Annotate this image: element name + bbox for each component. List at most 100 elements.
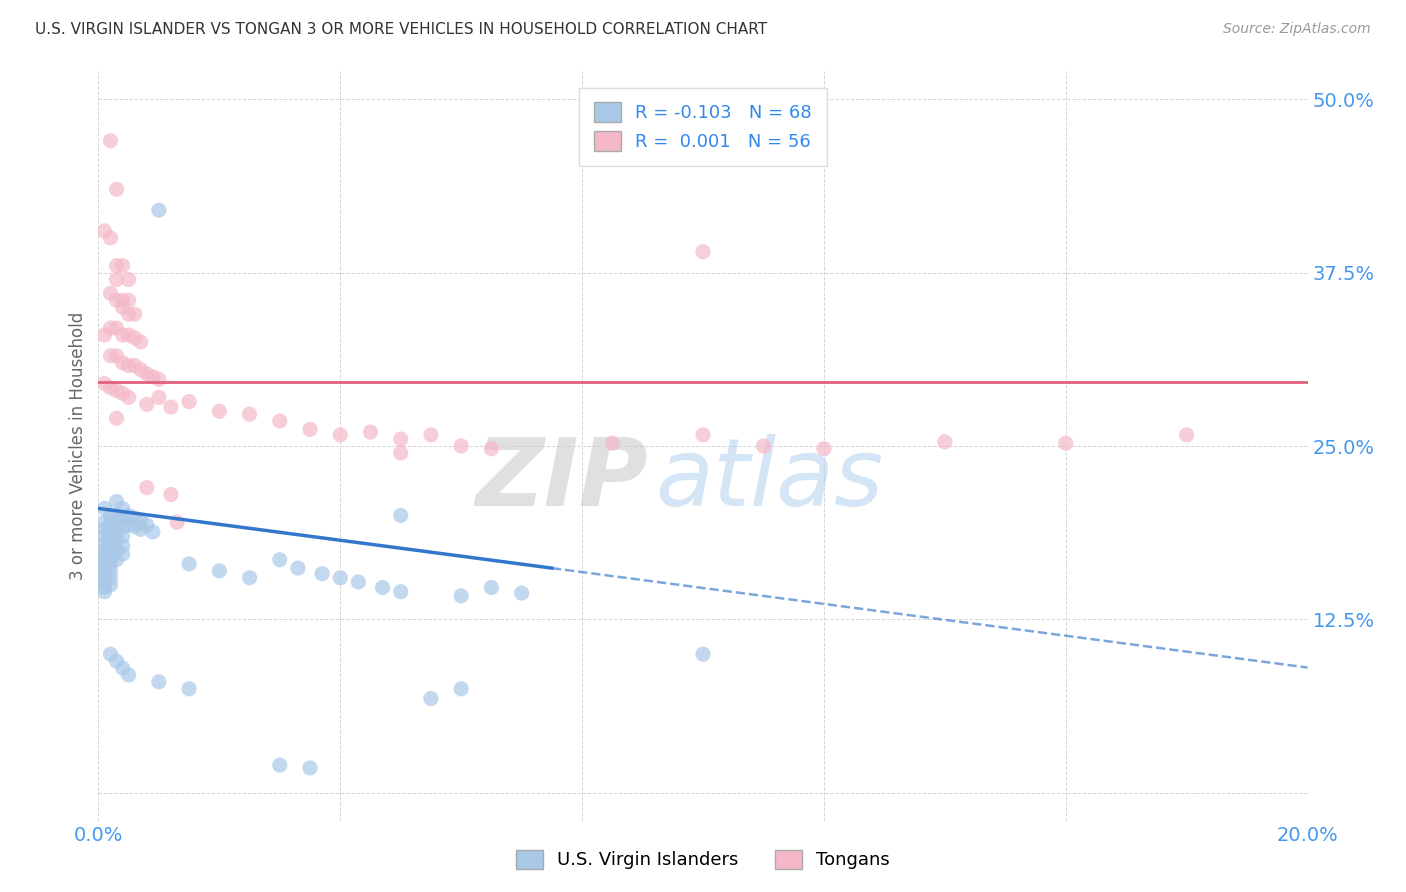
Legend: R = -0.103   N = 68, R =  0.001   N = 56: R = -0.103 N = 68, R = 0.001 N = 56 — [579, 88, 827, 166]
Point — [93, 574, 115, 589]
Point — [93, 584, 115, 599]
Point — [124, 307, 146, 321]
Point — [160, 400, 183, 414]
Point — [347, 574, 370, 589]
Point — [93, 566, 115, 581]
Point — [100, 571, 122, 585]
Point — [93, 553, 115, 567]
Point — [93, 328, 115, 343]
Point — [371, 581, 394, 595]
Point — [299, 761, 322, 775]
Point — [105, 293, 128, 308]
Point — [100, 349, 122, 363]
Point — [105, 182, 128, 196]
Point — [129, 514, 152, 528]
Point — [124, 331, 146, 345]
Text: Source: ZipAtlas.com: Source: ZipAtlas.com — [1223, 22, 1371, 37]
Point — [692, 428, 714, 442]
Point — [450, 439, 472, 453]
Point — [118, 391, 141, 405]
Point — [389, 446, 412, 460]
Point — [481, 581, 503, 595]
Point — [111, 501, 134, 516]
Point — [148, 372, 170, 386]
Point — [111, 328, 134, 343]
Point — [179, 681, 201, 696]
Point — [813, 442, 835, 456]
Point — [111, 386, 134, 401]
Point — [93, 516, 115, 530]
Text: ZIP: ZIP — [475, 434, 648, 525]
Point — [100, 522, 122, 536]
Point — [135, 518, 157, 533]
Point — [93, 529, 115, 543]
Point — [1175, 428, 1198, 442]
Point — [1054, 436, 1077, 450]
Point — [93, 522, 115, 536]
Point — [299, 422, 322, 436]
Point — [105, 411, 128, 425]
Point — [160, 487, 183, 501]
Point — [124, 359, 146, 373]
Point — [111, 519, 134, 533]
Point — [208, 564, 231, 578]
Point — [93, 557, 115, 571]
Point — [93, 571, 115, 585]
Point — [129, 362, 152, 376]
Point — [118, 668, 141, 682]
Point — [93, 581, 115, 595]
Point — [105, 553, 128, 567]
Point — [692, 244, 714, 259]
Point — [105, 516, 128, 530]
Point — [105, 543, 128, 558]
Point — [148, 391, 170, 405]
Point — [105, 533, 128, 548]
Point — [93, 224, 115, 238]
Point — [389, 584, 412, 599]
Point — [100, 516, 122, 530]
Point — [135, 481, 157, 495]
Text: atlas: atlas — [655, 434, 883, 525]
Point — [124, 519, 146, 533]
Point — [100, 578, 122, 592]
Point — [142, 524, 165, 539]
Point — [135, 397, 157, 411]
Point — [450, 681, 472, 696]
Point — [481, 442, 503, 456]
Point — [269, 414, 291, 428]
Point — [129, 334, 152, 349]
Point — [179, 394, 201, 409]
Point — [93, 536, 115, 550]
Point — [100, 321, 122, 335]
Point — [93, 501, 115, 516]
Point — [100, 647, 122, 661]
Point — [105, 494, 128, 508]
Point — [111, 547, 134, 561]
Point — [148, 203, 170, 218]
Point — [100, 508, 122, 523]
Point — [752, 439, 775, 453]
Point — [100, 543, 122, 558]
Point — [142, 369, 165, 384]
Point — [100, 381, 122, 395]
Point — [111, 529, 134, 543]
Point — [118, 307, 141, 321]
Point — [100, 529, 122, 543]
Point — [239, 407, 262, 421]
Point — [93, 561, 115, 575]
Point — [93, 376, 115, 391]
Point — [100, 286, 122, 301]
Point — [105, 272, 128, 286]
Point — [118, 508, 141, 523]
Point — [105, 321, 128, 335]
Point — [105, 384, 128, 398]
Point — [100, 134, 122, 148]
Point — [111, 356, 134, 370]
Point — [111, 661, 134, 675]
Point — [208, 404, 231, 418]
Point — [450, 589, 472, 603]
Point — [118, 359, 141, 373]
Point — [287, 561, 309, 575]
Point — [118, 293, 141, 308]
Point — [129, 522, 152, 536]
